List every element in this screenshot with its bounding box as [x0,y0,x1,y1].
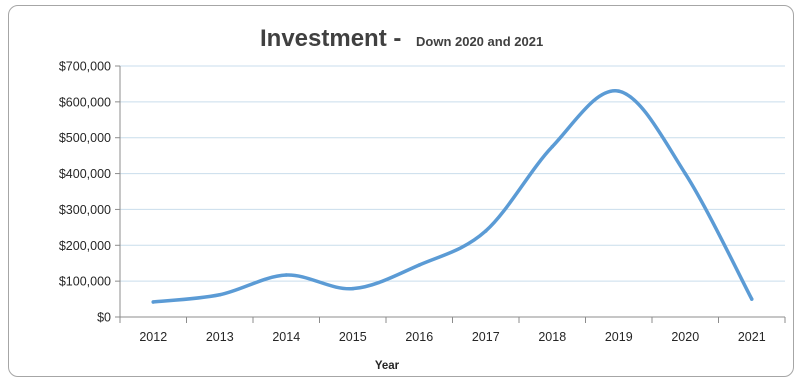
x-tick-label: 2020 [671,330,699,344]
data-point [484,229,488,233]
data-point [151,300,155,304]
gridlines [119,65,785,317]
data-point [284,273,288,277]
x-tick-label: 2016 [405,330,433,344]
data-point [617,89,621,93]
x-tick-label: 2015 [339,330,367,344]
x-tick-label: 2014 [272,330,300,344]
x-tick-label: 2019 [605,330,633,344]
data-point [351,286,355,291]
y-tick-label: $400,000 [59,167,111,181]
data-point [550,144,554,149]
data-point [218,293,222,297]
x-axis-title: Year [375,360,400,372]
chart-subtitle: Down 2020 and 2021 [416,34,543,49]
y-tick-label: $200,000 [59,239,111,253]
data-point [683,171,687,176]
x-axis: 2012 2013 2014 2015 2016 2017 2018 2019 2020 2021 [119,316,786,344]
y-tick-label: $700,000 [59,60,111,74]
data-point [750,297,754,301]
y-axis-tick-labels: $0 $100,000 $200,000 $300,000 $400,000 $500,0… [59,60,120,325]
x-tick-label: 2018 [538,330,566,344]
y-tick-label: $500,000 [59,131,111,145]
data-point [417,263,421,267]
y-tick-label: $600,000 [59,95,111,109]
y-tick-label: $300,000 [59,203,111,217]
x-tick-label: 2012 [139,330,167,344]
chart-frame [8,5,794,377]
y-tick-label: $0 [97,311,111,325]
y-tick-label: $100,000 [59,275,111,289]
x-tick-label: 2013 [206,330,234,344]
series-layer [151,89,754,304]
x-tick-label: 2021 [738,330,766,344]
chart-title: Investment - [260,25,401,52]
x-tick-label: 2017 [472,330,500,344]
series-line [151,89,754,304]
